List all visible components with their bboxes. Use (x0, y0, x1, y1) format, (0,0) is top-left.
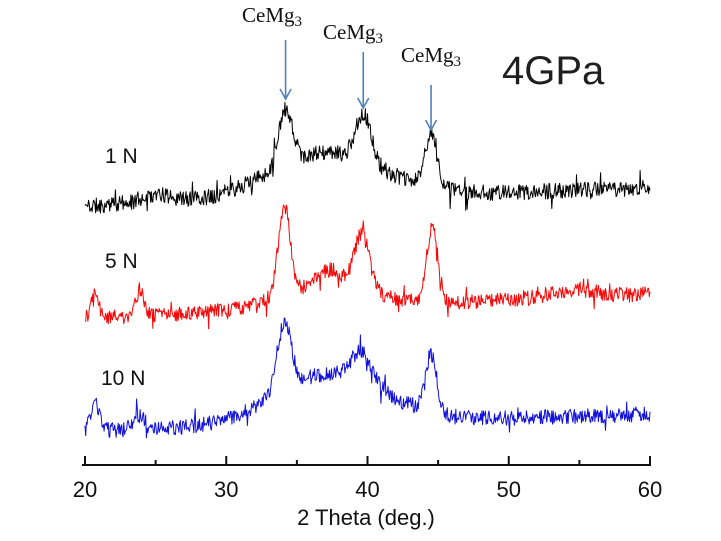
trace-5n (85, 204, 651, 330)
trace-10n (84, 317, 651, 439)
arrowhead-icon (357, 97, 370, 110)
x-tick-label: 30 (214, 477, 238, 502)
series-label: 10 N (101, 367, 145, 390)
x-tick-label: 50 (497, 477, 521, 502)
x-tick-label: 40 (355, 477, 379, 502)
peak-annotation: CeMg3 (323, 20, 383, 110)
arrowhead-icon (424, 119, 438, 132)
x-tick-label: 20 (73, 477, 97, 502)
series-label-group: 1 N 5 N 10 N (101, 145, 145, 390)
peak-annotation: CeMg3 (242, 3, 302, 101)
peak-annotation: CeMg3 (401, 43, 461, 132)
series-label: 1 N (105, 145, 138, 168)
series-label: 5 N (105, 250, 138, 273)
trace-group (84, 101, 651, 439)
peak-annotation-group: CeMg3 CeMg3 CeMg3 (242, 3, 461, 132)
phase-label: CeMg3 (401, 43, 461, 70)
phase-label: CeMg3 (323, 20, 383, 47)
trace-1n (84, 101, 651, 214)
x-axis: 20 30 40 50 60 (73, 456, 662, 502)
arrowhead-icon (279, 88, 292, 101)
phase-label: CeMg3 (242, 3, 302, 30)
pressure-label: 4GPa (502, 49, 605, 93)
x-axis-title: 2 Theta (deg.) (297, 505, 435, 530)
x-tick-label: 60 (638, 477, 662, 502)
